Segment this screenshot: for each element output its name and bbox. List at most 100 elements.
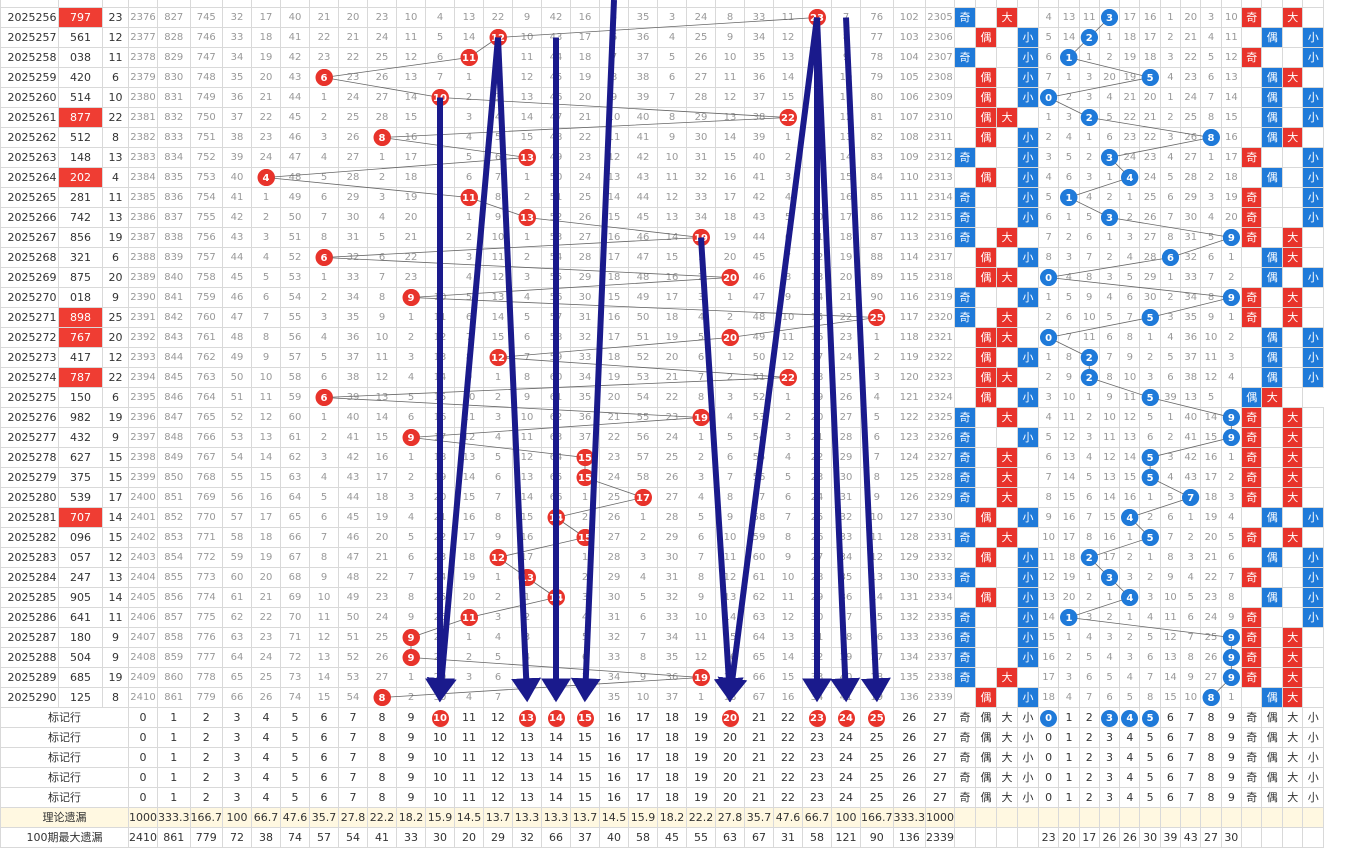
missing-count: 19 (425, 467, 455, 488)
missing-count: 1 (570, 487, 600, 508)
parity-size-cell: 奇 (954, 527, 976, 548)
tail-missing: 24 (1200, 607, 1222, 628)
tail-parity-size-cell: 大 (1281, 67, 1304, 88)
tail-missing: 5 (1139, 407, 1161, 428)
tail-missing: 9 (1119, 347, 1141, 368)
parity-size-cell (996, 607, 1018, 628)
missing-count: 15 (773, 87, 803, 108)
period-cell: 2025270 (0, 287, 59, 308)
missing-count: 5 (512, 307, 542, 328)
tail-missing: 7 (1180, 627, 1202, 648)
missing-count: 55 (628, 407, 658, 428)
missing-count: 21 (570, 107, 600, 128)
missing-count: 53 (280, 267, 310, 288)
tail-parity-size-cell: 奇 (1240, 7, 1263, 28)
parity-size-cell: 小 (1017, 647, 1039, 668)
parity-size-cell: 奇 (954, 207, 976, 228)
draw-number-cell: 514 (58, 87, 103, 108)
missing-count: 13 (831, 127, 861, 148)
missing-count: 9 (715, 27, 745, 48)
missing-count: 17 (860, 647, 894, 668)
tail-missing: 7 (1078, 507, 1100, 528)
tail-ball-marker: 4 (1121, 509, 1139, 526)
missing-count: 7 (425, 227, 455, 248)
table-row: 2025290 125 8 2410 861 779 66 26 74 15 54 8 2 30 4 7 6 5 8… (0, 687, 1324, 708)
tail-missing: 4 (1139, 607, 1161, 628)
tail-missing: 1 (1159, 267, 1182, 288)
tail-missing: 27 (1139, 227, 1161, 248)
tail-parity-size-cell: 偶 (1261, 127, 1283, 148)
table-row: 2025258 038 11 2378 829 747 34 19 42 23 22 25 12 6 11 1… (0, 47, 1324, 68)
missing-count: 49 (744, 327, 774, 348)
sum-cell: 13 (102, 207, 129, 228)
theory-value: 14.5 (454, 807, 484, 828)
marker-cell: 11 (454, 787, 484, 808)
missing-count: 110 (892, 167, 926, 188)
tail-missing: 13 (1037, 587, 1060, 608)
tail-missing: 1 (1098, 587, 1121, 608)
table-row: 2025268 321 6 2388 839 757 44 4 52 6 32 6 22 8 3 11 2 54 2… (0, 247, 1324, 268)
sum-ball: 19 (686, 227, 716, 248)
tail-parity-size-cell (1261, 147, 1283, 168)
missing-count: 53 (541, 227, 571, 248)
tail-ball: 8 (1200, 127, 1222, 148)
missing-count: 76 (860, 7, 894, 28)
missing-count: 24 (338, 87, 368, 108)
marker-cell: 1 (157, 727, 191, 748)
missing-count: 2321 (925, 327, 955, 348)
parity-size-cell: 偶 (975, 387, 997, 408)
tail-ball: 5 (1139, 527, 1161, 548)
missing-count: 24 (657, 427, 687, 448)
marker-cell: 26 (892, 707, 926, 728)
tail-parity-size-cell: 偶 (1261, 27, 1283, 48)
tail-missing: 10 (1098, 407, 1121, 428)
tail-missing: 12 (1220, 47, 1242, 68)
missing-count: 25 (831, 367, 861, 388)
marker-tail-cell: 9 (1220, 787, 1242, 808)
sum-cell: 12 (102, 27, 129, 48)
missing-count: 12 (802, 247, 832, 268)
tail-parity-size-cell: 偶 (1261, 547, 1283, 568)
missing-count: 775 (189, 607, 223, 628)
missing-count: 57 (541, 307, 571, 328)
missing-count: 1 (483, 367, 513, 388)
missing-count: 15 (454, 487, 484, 508)
missing-count: 10 (773, 307, 803, 328)
sum-ball-marker: 10 (431, 89, 449, 106)
tail-parity-size-cell: 大 (1281, 447, 1304, 468)
sum-ball-marker: 17 (634, 489, 652, 506)
period-cell: 2025266 (0, 207, 59, 228)
max-value: 55 (686, 827, 716, 848)
tail-ball-marker: 3 (1101, 569, 1119, 586)
sum-cell: 6 (102, 387, 129, 408)
marker-cell: 23 (802, 767, 832, 788)
missing-count: 1 (715, 287, 745, 308)
marker-cell: 27 (925, 707, 955, 728)
tail-missing: 6 (1220, 547, 1242, 568)
tail-missing: 1 (1159, 407, 1182, 428)
draw-number-cell: 417 (58, 347, 103, 368)
sum-cell: 15 (102, 467, 129, 488)
missing-count: 832 (157, 107, 191, 128)
missing-count: 5 (570, 627, 600, 648)
missing-count: 763 (189, 367, 223, 388)
tail-missing: 4 (1159, 467, 1182, 488)
parity-size-cell (996, 387, 1018, 408)
draw-number-cell: 504 (58, 647, 103, 668)
missing-count: 16 (454, 507, 484, 528)
tail-missing: 3 (1220, 347, 1242, 368)
missing-count: 8 (773, 527, 803, 548)
theory-value: 100 (222, 807, 252, 828)
tail-parity-size-cell (1240, 27, 1263, 48)
missing-count: 5 (599, 7, 629, 28)
parity-size-cell: 奇 (954, 647, 976, 668)
parity-size-cell (996, 127, 1018, 148)
missing-count: 26 (425, 607, 455, 628)
missing-count: 2 (309, 287, 339, 308)
tail-ball-marker: 5 (1141, 469, 1159, 486)
tail-missing: 2 (1037, 367, 1060, 388)
sum-ball-marker: 23 (808, 9, 826, 26)
tail-parity-size-cell: 小 (1302, 567, 1324, 588)
tail-missing: 6 (1098, 127, 1121, 148)
tail-missing: 5 (1037, 27, 1060, 48)
